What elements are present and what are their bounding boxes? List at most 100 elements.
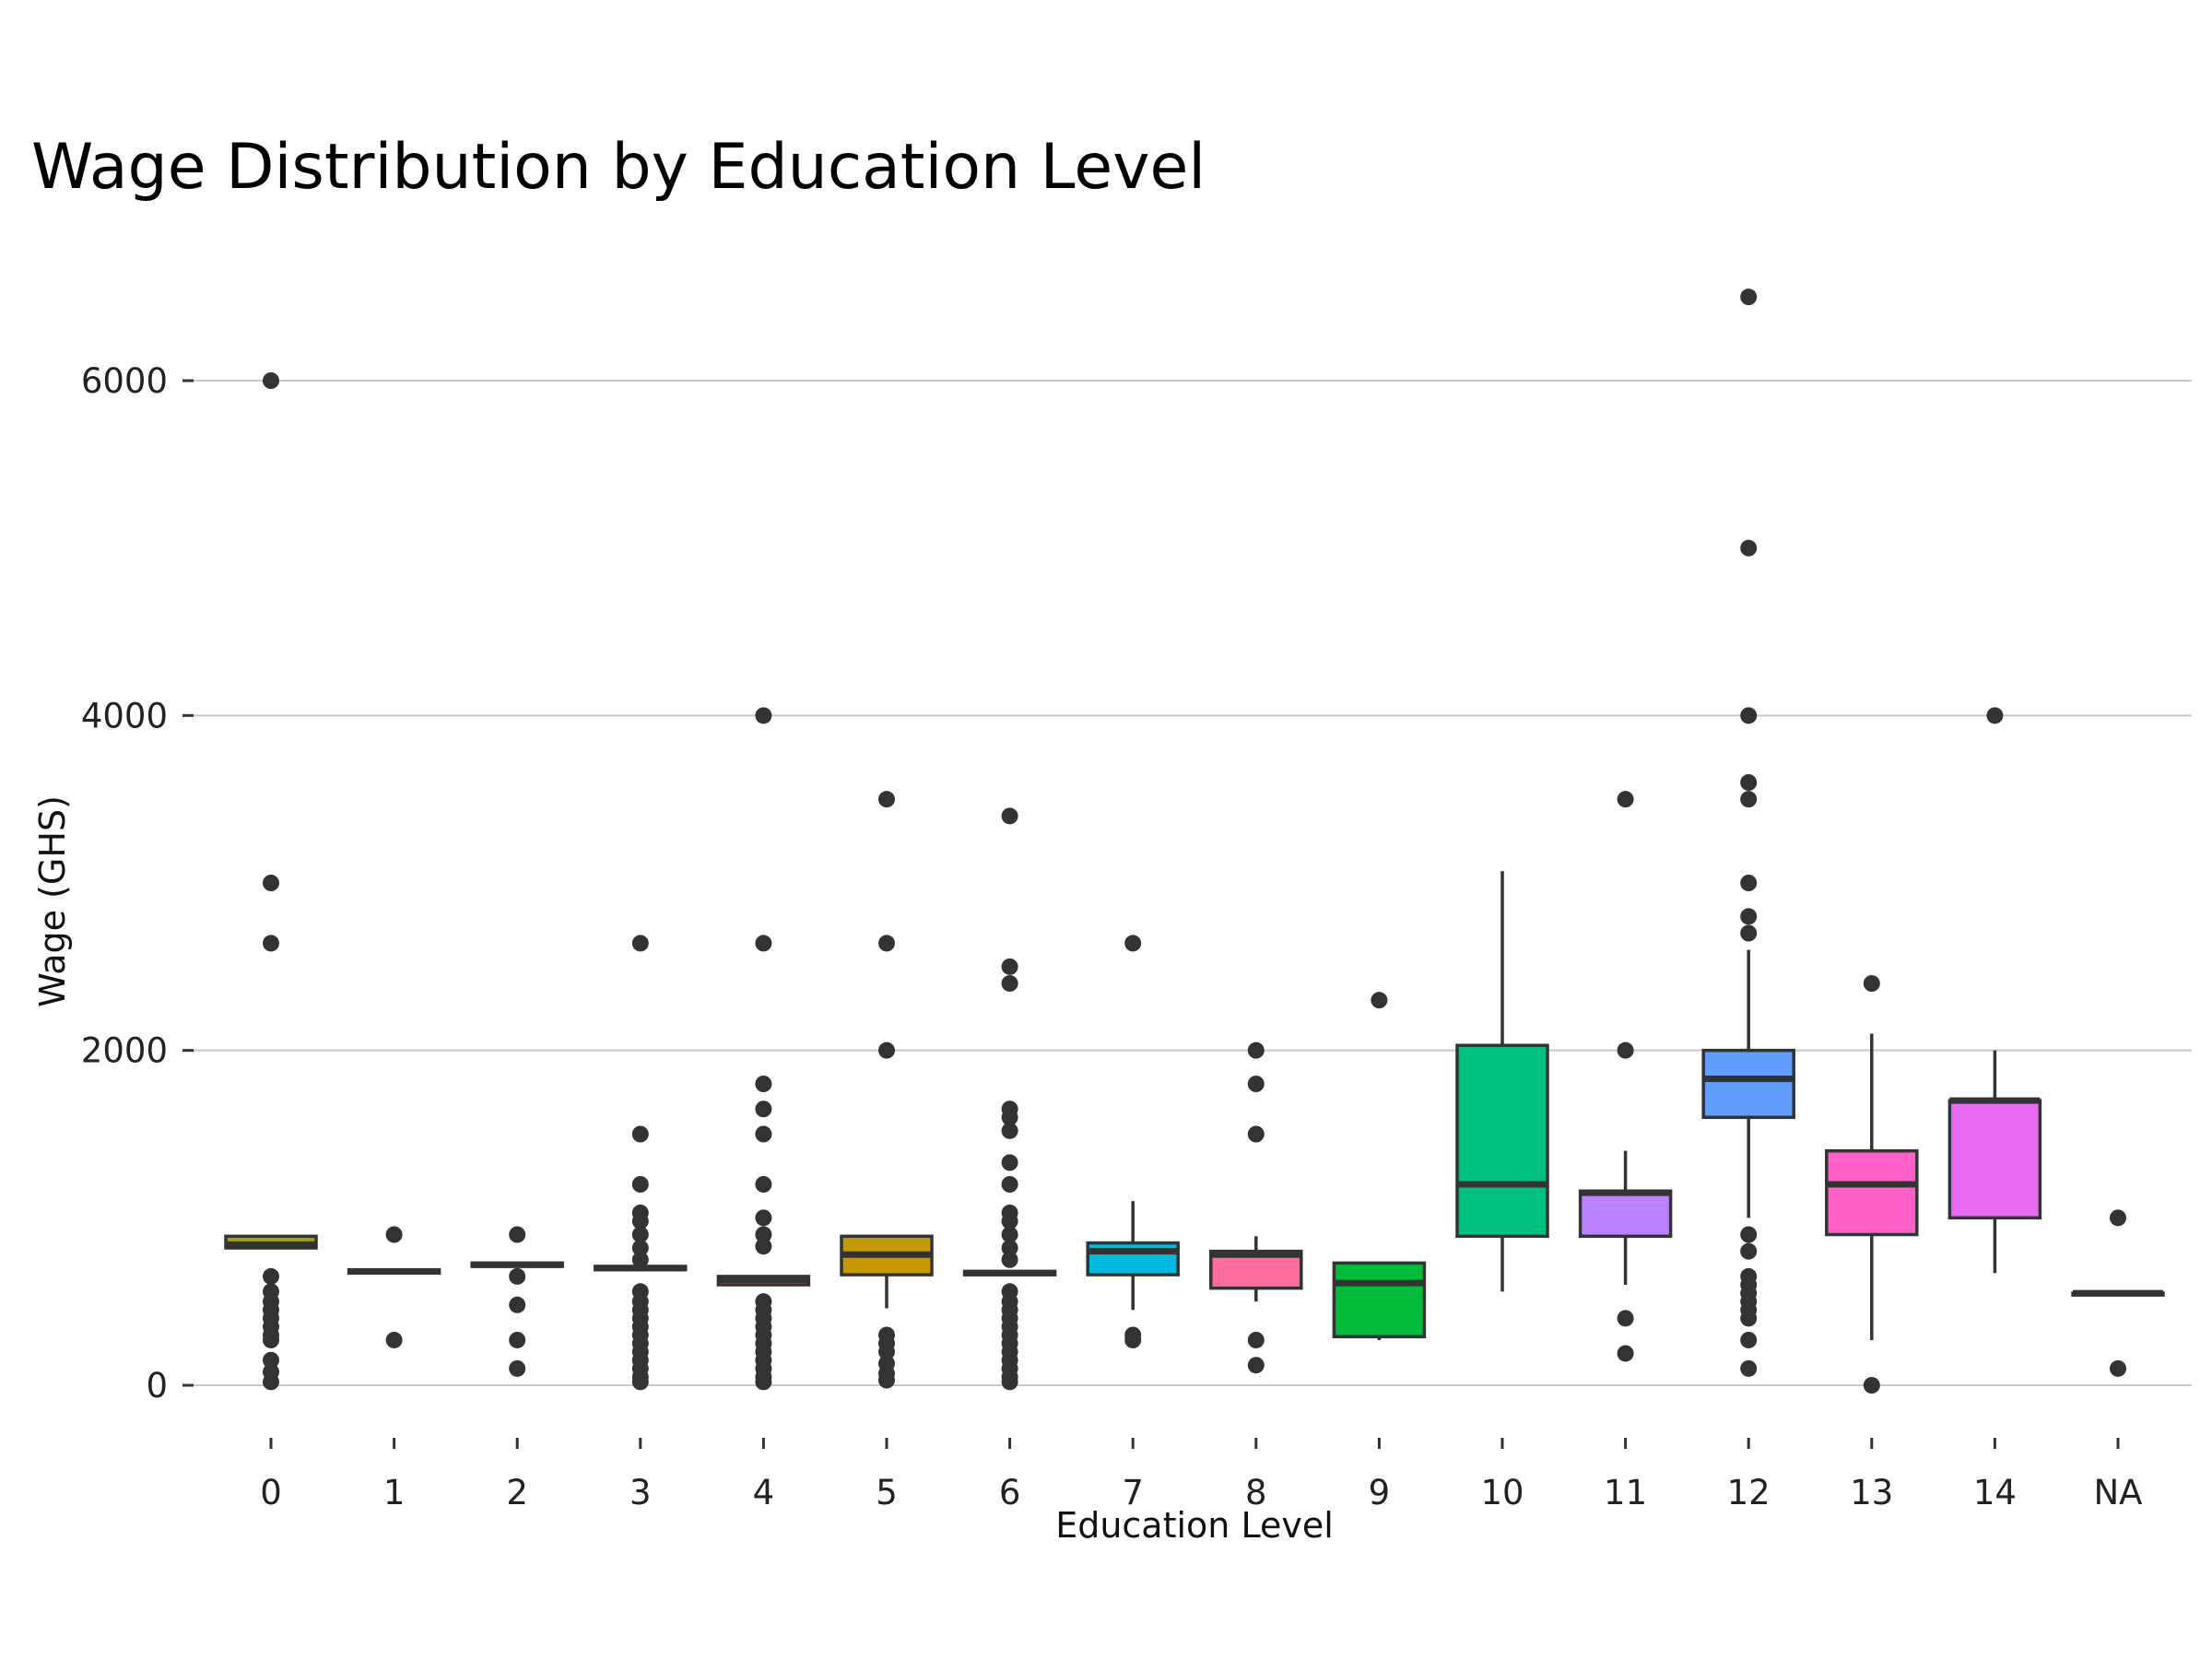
outlier-point	[631, 1212, 649, 1230]
outlier-point	[509, 1267, 526, 1285]
outlier-point	[755, 1238, 772, 1255]
outlier-point	[1001, 807, 1018, 825]
outlier-point	[263, 875, 279, 891]
outlier-point	[1740, 908, 1758, 925]
outlier-point	[1740, 1226, 1758, 1243]
outlier-point	[1740, 707, 1758, 724]
box-group-NA	[2071, 1209, 2165, 1377]
outlier-point	[1740, 791, 1758, 808]
outlier-point	[1740, 539, 1758, 557]
x-tick-label: 8	[1245, 1473, 1267, 1512]
outlier-point	[755, 1209, 772, 1227]
y-tick-label: 2000	[81, 1031, 168, 1071]
x-tick-label: 10	[1480, 1473, 1524, 1512]
outlier-point	[1001, 975, 1018, 992]
y-tick-label: 0	[146, 1366, 168, 1406]
box-iqr	[1701, 1048, 1795, 1120]
x-axis: 0 1 2 3 4 5 6 7 8 9 10 11 12 13 14 NA	[260, 1438, 2143, 1512]
outlier-point	[755, 1373, 772, 1391]
outlier-point	[1740, 774, 1758, 791]
x-tick-label: 11	[1604, 1473, 1647, 1512]
outlier-point	[1247, 1331, 1265, 1348]
outlier-point	[755, 1100, 772, 1118]
x-tick-label: 1	[383, 1473, 406, 1512]
outlier-point	[509, 1226, 526, 1243]
outlier-point	[385, 1226, 403, 1243]
box-iqr	[1455, 1043, 1549, 1239]
boxes	[224, 288, 2165, 1394]
box-group-0	[224, 372, 318, 1391]
y-tick-label: 4000	[81, 696, 168, 735]
y-axis-title: Wage (GHS)	[32, 795, 73, 1007]
outlier-point	[1001, 1122, 1018, 1139]
outlier-point	[631, 1226, 649, 1243]
outlier-point	[631, 1251, 649, 1268]
box-group-10	[1455, 871, 1549, 1292]
outlier-point	[1001, 1240, 1018, 1257]
box-group-3	[594, 935, 688, 1391]
outlier-point	[1247, 1076, 1265, 1092]
outlier-point	[1617, 1345, 1634, 1362]
x-tick-label: 0	[260, 1473, 282, 1512]
outlier-point	[1247, 1357, 1265, 1374]
outlier-point	[1740, 288, 1758, 306]
outlier-point	[385, 1331, 403, 1348]
outlier-point	[631, 1125, 649, 1143]
box-group-4	[716, 707, 811, 1391]
box-iqr	[1086, 1241, 1180, 1277]
outlier-point	[263, 1267, 279, 1285]
x-tick-label: 14	[1973, 1473, 2017, 1512]
outlier-point	[755, 707, 772, 724]
box-group-11	[1578, 791, 1673, 1362]
outlier-point	[1247, 1125, 1265, 1143]
x-tick-label: 7	[1122, 1473, 1144, 1512]
outlier-point	[509, 1296, 526, 1313]
x-tick-label: 5	[876, 1473, 898, 1512]
x-tick-label: 12	[1727, 1473, 1771, 1512]
outlier-point	[1124, 1331, 1142, 1348]
outlier-point	[1247, 1041, 1265, 1059]
outlier-point	[631, 1373, 649, 1391]
x-tick-label: NA	[2094, 1473, 2143, 1512]
outlier-point	[263, 372, 279, 389]
box-group-5	[840, 791, 934, 1389]
outlier-point	[1001, 1226, 1018, 1243]
outlier-point	[1001, 1109, 1018, 1126]
box-iqr	[1332, 1261, 1427, 1339]
outlier-point	[263, 1351, 279, 1369]
box-group-13	[1825, 975, 1919, 1394]
outlier-point	[1863, 975, 1880, 992]
outlier-point	[1740, 1359, 1758, 1377]
outlier-point	[878, 1041, 895, 1059]
y-tick-label: 6000	[81, 361, 168, 401]
x-tick-label: 9	[1369, 1473, 1391, 1512]
box-group-9	[1332, 992, 1427, 1340]
outlier-point	[1001, 1373, 1018, 1391]
outlier-point	[1001, 1176, 1018, 1193]
outlier-point	[1617, 791, 1634, 808]
x-tick-label: 6	[999, 1473, 1021, 1512]
outlier-point	[1740, 1310, 1758, 1327]
outlier-point	[1617, 1310, 1634, 1327]
outlier-point	[631, 935, 649, 952]
outlier-point	[2110, 1359, 2126, 1377]
outlier-point	[1740, 1242, 1758, 1260]
x-tick-label: 3	[629, 1473, 652, 1512]
outlier-point	[263, 935, 279, 952]
outlier-point	[263, 1373, 279, 1391]
outlier-point	[509, 1359, 526, 1377]
outlier-point	[263, 1331, 279, 1348]
outlier-point	[1617, 1041, 1634, 1059]
outlier-point	[878, 1343, 895, 1360]
outlier-point	[755, 1226, 772, 1243]
box-group-1	[347, 1226, 441, 1348]
outlier-point	[1001, 1251, 1018, 1268]
box-group-2	[470, 1226, 564, 1377]
box-iqr	[1578, 1189, 1673, 1239]
outlier-point	[1740, 1331, 1758, 1348]
chart-title: Wage Distribution by Education Level	[31, 131, 1206, 204]
outlier-point	[1740, 875, 1758, 891]
outlier-point	[755, 1176, 772, 1193]
outlier-point	[1001, 1212, 1018, 1230]
